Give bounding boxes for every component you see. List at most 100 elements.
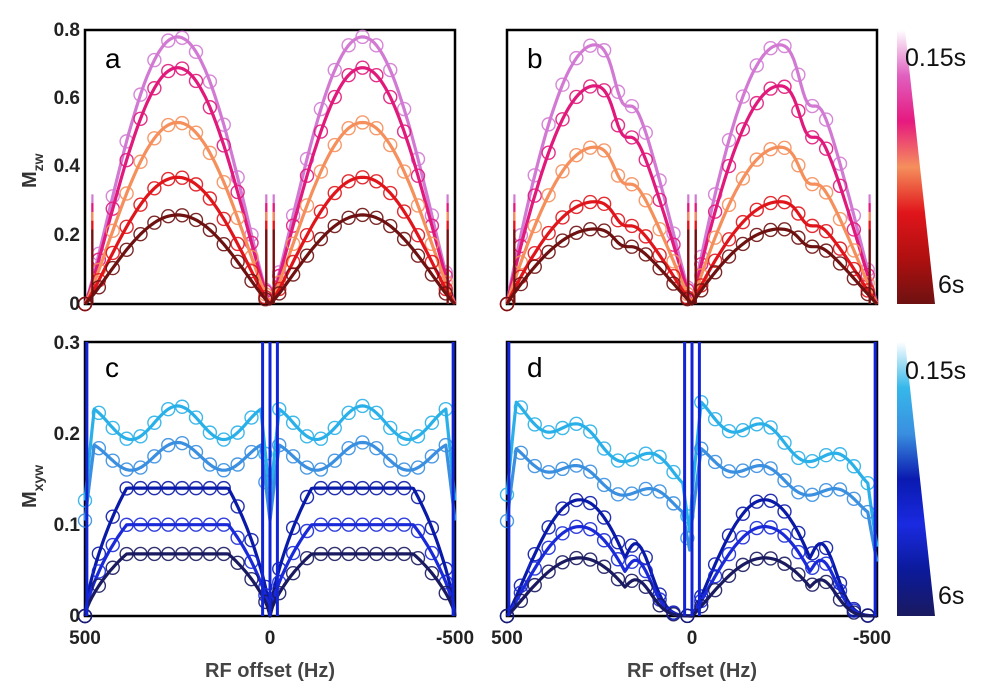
data-point-d-5-150 [846,605,862,620]
data-point-c-1-72 [244,410,259,425]
data-point-b-2-138 [818,141,834,156]
data-point-b-4-42 [596,196,612,212]
data-point-c-5-102 [313,546,329,562]
data-point-c-5-12 [105,560,120,575]
data-point-c-2-120 [355,435,370,450]
data-point-c-3-30 [147,480,162,496]
data-point-c-1-36 [161,401,176,417]
data-point-c-3-126 [369,480,384,496]
data-point-c-3-144 [410,489,426,505]
data-point-d-2-54 [624,486,640,501]
data-point-a-2-66 [230,184,245,200]
data-point-d-5-78 [680,608,695,624]
data-point-c-2-48 [188,444,204,460]
data-point-c-3-24 [133,480,148,496]
data-point-c-1-108 [327,420,342,436]
data-point-d-4-54 [624,554,640,570]
data-point-a-2-48 [188,73,204,89]
data-point-c-5-78 [258,594,273,610]
data-point-d-1-48 [610,453,626,468]
data-point-c-2-84 [272,437,287,453]
data-point-b-2-24 [555,112,570,127]
data-point-c-5-114 [341,546,356,562]
data-point-b-1-108 [749,58,764,73]
data-point-a-2-114 [341,67,356,83]
data-point-c-5-48 [188,546,204,562]
data-point-a-5-102 [313,231,329,247]
data-point-d-1-150 [846,459,862,474]
panel-d-label: d [527,352,543,383]
data-point-c-5-60 [216,546,231,562]
xlabel-d: RF offset (Hz) [627,660,757,682]
data-point-b-1-30 [569,50,584,66]
data-point-c-1-126 [369,405,384,421]
data-point-c-3-90 [285,520,301,536]
data-point-b-2-102 [735,122,751,137]
data-point-d-4-30 [569,519,584,535]
data-point-b-2-150 [846,222,862,237]
data-point-a-3-90 [285,236,301,252]
data-point-b-3-108 [749,152,764,167]
data-point-b-4-96 [721,232,737,247]
data-point-c-5-132 [383,546,398,562]
data-point-d-4-102 [735,530,751,545]
data-point-b-2-54 [624,130,640,145]
data-point-c-2-60 [216,463,231,478]
data-point-a-2-102 [313,124,329,139]
data-point-d-5-108 [749,551,764,567]
data-point-d-3-48 [610,535,626,550]
data-point-d-1-90 [707,411,723,427]
data-point-b-4-102 [735,214,751,230]
data-point-b-3-30 [569,147,584,163]
data-point-d-2-66 [652,484,667,499]
data-point-c-1-54 [202,425,218,440]
data-point-d-2-42 [596,477,612,493]
data-point-b-5-60 [638,247,653,262]
data-point-d-2-12 [527,458,542,474]
data-point-b-3-18 [541,188,556,203]
data-point-c-2-24 [133,460,148,475]
data-point-a-1-24 [133,87,148,102]
data-point-c-4-138 [396,517,412,532]
data-point-d-5-18 [541,564,556,579]
data-point-b-5-72 [666,276,681,291]
data-point-a-4-18 [119,219,134,235]
xtick-d-1: 0 [687,628,698,649]
data-point-c-5-144 [410,551,426,566]
xtick-d-2: -500 [853,628,891,649]
data-point-c-1-60 [216,432,231,447]
data-point-c-3-18 [119,481,134,496]
data-point-a-3-144 [410,198,426,213]
data-point-a-5-156 [438,286,453,301]
data-point-a-4-36 [161,171,176,187]
data-point-d-4-24 [555,526,570,541]
data-point-d-1-108 [749,417,764,432]
data-point-c-1-42 [174,399,190,414]
data-point-b-2-48 [610,118,626,133]
data-point-d-4-96 [721,546,737,562]
data-point-c-4-102 [313,517,329,532]
data-point-c-3-132 [383,480,398,496]
data-point-d-2-114 [763,461,778,476]
data-point-c-4-132 [383,517,398,532]
data-point-b-2-66 [652,192,667,208]
data-point-b-4-144 [832,241,848,256]
data-point-b-5-96 [721,249,737,264]
data-point-d-5-54 [624,573,640,588]
data-point-b-1-150 [846,208,862,223]
data-point-d-2-90 [707,454,723,470]
data-point-c-1-144 [410,429,426,444]
data-point-b-2-60 [638,152,653,167]
series-line-b-1 [505,43,879,306]
data-point-c-3-96 [299,489,315,505]
data-point-d-4-48 [610,552,626,567]
data-point-d-3-42 [596,510,612,525]
data-point-c-1-48 [188,410,204,425]
data-point-d-5-42 [596,559,612,574]
series-line-a-2 [83,66,457,306]
series-line-b-2 [505,84,879,306]
data-point-b-4-24 [555,210,570,225]
data-point-b-5-0 [499,296,515,312]
data-point-c-4-54 [202,517,218,532]
data-point-d-1-132 [805,453,820,469]
